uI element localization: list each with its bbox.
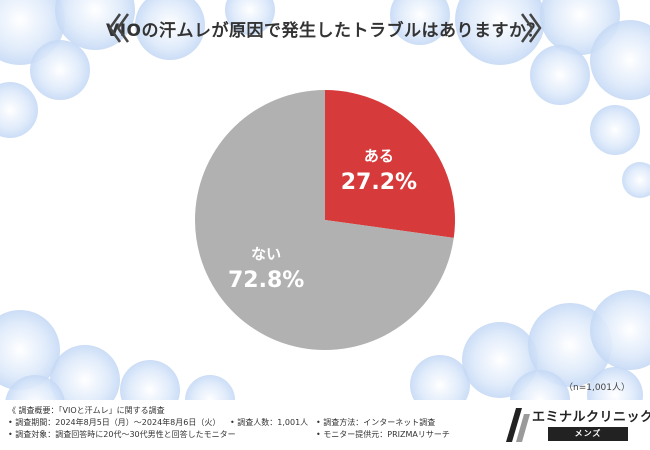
pie-slice-2 (195, 90, 454, 350)
logo-mark-icon (506, 408, 530, 442)
slice-value-2: 72.8% (228, 268, 304, 293)
survey-provider: • モニター提供元：PRIZMAリサーチ (316, 430, 450, 439)
slice-label-2: ない (251, 245, 281, 263)
sample-size-note: （n=1,001人） (563, 383, 630, 393)
clinic-logo: エミナルクリニック メンズ (506, 405, 650, 445)
logo-name: エミナルクリニック (532, 410, 650, 425)
pie-slice-1 (325, 90, 455, 238)
slice-value-1: 27.2% (341, 170, 417, 195)
logo-sub: メンズ (548, 427, 628, 441)
survey-period: • 調査期間：2024年8月5日（月）～2024年8月6日（火） (8, 418, 221, 427)
footer-panel (0, 400, 650, 450)
right-chevron-icon (520, 13, 542, 43)
survey-overview: 《 調査概要：「VIOと汗ムレ」に関する調査 • 調査期間：2024年8月5日（… (8, 405, 450, 441)
survey-target: • 調査対象：調査回答時に20代～30代男性と回答したモニター (8, 430, 236, 439)
slice-label-1: ある (364, 147, 394, 165)
survey-heading: 《 調査概要：「VIOと汗ムレ」に関する調査 (8, 406, 165, 415)
survey-count: • 調査人数：1,001人 (230, 418, 309, 427)
chart-title: VIOの汗ムレが原因で発生したトラブルはありますか？ (106, 20, 544, 41)
survey-method: • 調査方法：インターネット調査 (316, 418, 436, 427)
left-chevron-icon (108, 13, 130, 43)
title-bar: VIOの汗ムレが原因で発生したトラブルはありますか？ (0, 8, 650, 48)
